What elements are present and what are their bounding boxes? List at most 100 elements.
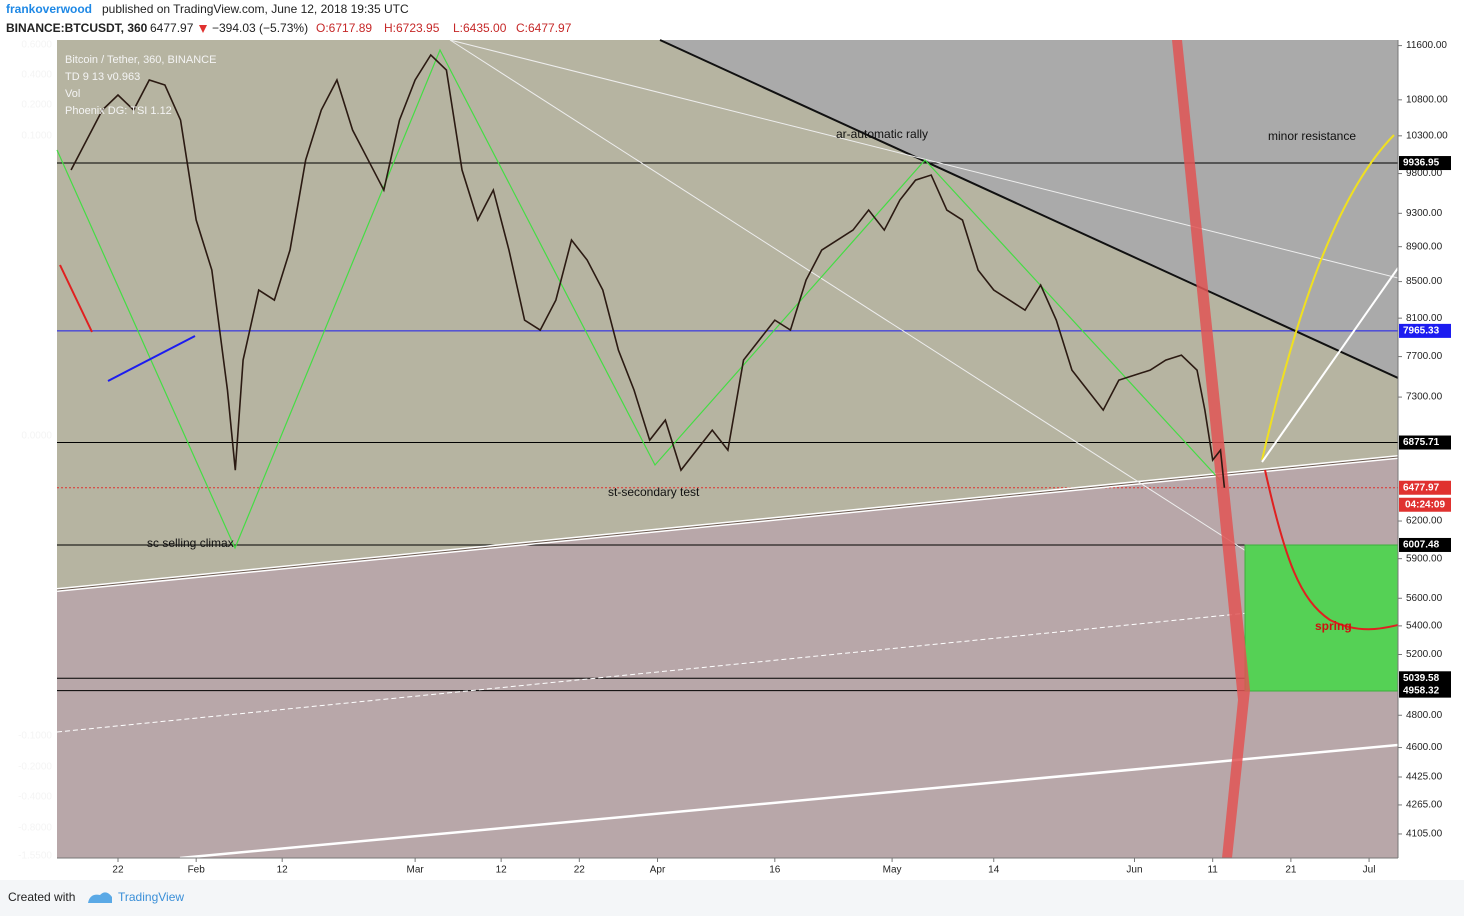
- y-tick-label: 5200.00: [1406, 649, 1443, 660]
- logo: [88, 892, 112, 903]
- legend-line: Vol: [65, 88, 80, 100]
- y-tick-label: 4600.00: [1406, 742, 1443, 753]
- projection: [1264, 469, 1399, 631]
- legend-entry: Bitcoin / Tether, 360, BINANCE: [65, 54, 216, 66]
- level-label: 9936.95: [1403, 158, 1440, 169]
- annotation: sc selling climax: [147, 536, 234, 550]
- projection: [1261, 267, 1399, 463]
- x-tick-label: 11: [1207, 865, 1218, 876]
- indicator-tick-label: 0.1000: [21, 131, 52, 142]
- created-with: Created with: [8, 890, 75, 904]
- x-tick-label: 22: [574, 865, 586, 876]
- y-tick-label: 9800.00: [1406, 168, 1443, 179]
- x-tick-label: Mar: [407, 865, 425, 876]
- level-badge: [1399, 156, 1451, 171]
- indicator-tick-label: -0.8000: [18, 823, 52, 834]
- last-price: 6477.97: [150, 21, 194, 35]
- change: −394.03 (−5.73%): [212, 21, 308, 35]
- y-tick-label: 5600.00: [1406, 593, 1443, 604]
- annotation: minor resistance: [1268, 129, 1356, 143]
- y-tick-label: 4425.00: [1406, 772, 1443, 783]
- trendline: [56, 456, 1399, 591]
- x-tick-label: 21: [1285, 865, 1297, 876]
- level-badge: [1399, 537, 1451, 552]
- countdown: 04:24:09: [1405, 499, 1445, 510]
- indicator-tick-label: -0.1000: [18, 731, 52, 742]
- trendline: [659, 39, 1399, 379]
- y-tick-label: 10300.00: [1406, 130, 1448, 141]
- x-tick-label: 12: [496, 865, 508, 876]
- arrow: [107, 335, 196, 382]
- level-badge: [1399, 683, 1451, 698]
- open: O:6717.89: [316, 21, 372, 35]
- y-tick-label: 8500.00: [1406, 276, 1443, 287]
- close: C:6477.97: [516, 21, 572, 35]
- trendline: [449, 39, 1261, 561]
- y-tick-label: 10800.00: [1406, 94, 1448, 105]
- published: published on TradingView.com, June 12, 2…: [102, 2, 409, 16]
- legend-line: TD 9 13 v0.963: [65, 71, 140, 83]
- y-tick-label: 11600.00: [1406, 40, 1447, 51]
- y-tick-label: 4265.00: [1406, 800, 1443, 811]
- author[interactable]: frankoverwood: [6, 2, 92, 16]
- level-label: 7965.33: [1403, 326, 1440, 337]
- y-tick-label: 5400.00: [1406, 621, 1443, 632]
- x-tick-label: Jul: [1363, 865, 1376, 876]
- level-label: 6875.71: [1403, 437, 1440, 448]
- x-tick-label: 22: [112, 865, 124, 876]
- x-tick-label: May: [883, 865, 902, 876]
- x-tick-label: 14: [988, 865, 1000, 876]
- countdown-badge: [1399, 497, 1451, 512]
- zigzag: [56, 48, 1221, 550]
- y-tick-label: 7700.00: [1406, 351, 1443, 362]
- x-tick-label: Feb: [188, 865, 206, 876]
- level-badge: [1399, 435, 1451, 450]
- level-badge: [1399, 323, 1451, 338]
- x-tick-label: 12: [277, 865, 289, 876]
- low: L:6435.00: [453, 21, 507, 35]
- level-label: 6007.48: [1403, 540, 1440, 551]
- trendline: [179, 743, 1399, 860]
- brand[interactable]: TradingView: [118, 890, 184, 904]
- zone-upper: [57, 40, 1398, 590]
- indicator-tick-label: -0.4000: [18, 792, 52, 803]
- y-tick-label: 9300.00: [1406, 208, 1443, 219]
- annotation: st-secondary test: [608, 485, 700, 499]
- annotation: spring: [1315, 619, 1352, 633]
- level-badge: [1399, 671, 1451, 686]
- trendline: [56, 597, 1399, 733]
- y-tick-label: 8900.00: [1406, 241, 1443, 252]
- x-tick-label: 16: [769, 865, 781, 876]
- down-arrow: [199, 25, 207, 33]
- x-tick-label: Jun: [1126, 865, 1142, 876]
- indicator-tick-label: -1.5500: [18, 851, 52, 862]
- annotation: ar-automatic rally: [836, 127, 928, 141]
- legend-line: Phoenix DG: TSI 1.12: [65, 105, 172, 117]
- level-label: 4958.32: [1403, 685, 1440, 696]
- time-axis: [57, 858, 1464, 880]
- high: H:6723.95: [384, 21, 440, 35]
- y-tick-label: 5900.00: [1406, 553, 1443, 564]
- y-tick-label: 7300.00: [1406, 392, 1443, 403]
- level-badge: [1399, 480, 1451, 495]
- footer: [0, 880, 1464, 916]
- arrow: [59, 264, 93, 333]
- price-line: [70, 53, 1226, 488]
- trendline: [449, 39, 1399, 279]
- y-tick-label: 6200.00: [1406, 516, 1443, 527]
- symbol: BINANCE:BTCUSDT, 360: [6, 21, 148, 35]
- indicator-tick-label: -0.2000: [18, 762, 52, 773]
- target-box: [1244, 544, 1399, 692]
- level-label: 5039.58: [1403, 673, 1440, 684]
- indicator-tick-label: 0.6000: [21, 40, 52, 51]
- y-tick-label: 4105.00: [1406, 829, 1443, 840]
- projection: [1261, 134, 1395, 461]
- indicator-tick-label: 0.4000: [21, 70, 52, 81]
- indicator-tick-label: 0.0000: [21, 431, 52, 442]
- indicator-tick-label: 0.2000: [21, 100, 52, 111]
- y-tick-label: 4800.00: [1406, 710, 1443, 721]
- x-tick-label: Apr: [650, 865, 666, 876]
- y-tick-label: 8100.00: [1406, 313, 1443, 324]
